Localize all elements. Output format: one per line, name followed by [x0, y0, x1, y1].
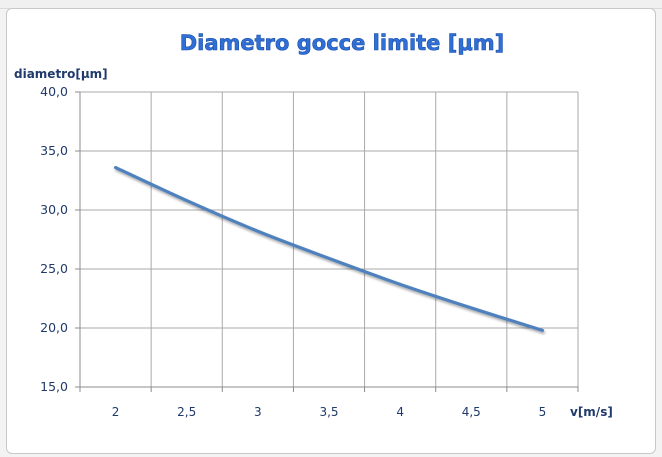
y-tick-label: 20,0 — [40, 320, 68, 335]
x-tick-label: 5 — [539, 405, 547, 419]
gridlines — [80, 91, 579, 387]
x-axis-title: v[m/s] — [570, 405, 613, 419]
series-line — [113, 165, 545, 332]
x-tick-label: 4 — [396, 405, 404, 419]
y-tick-label: 30,0 — [40, 202, 68, 217]
y-tick-label: 25,0 — [40, 261, 68, 276]
series-group — [113, 165, 545, 332]
x-tick-labels: 2 2,5 3 3,5 4 4,5 5 — [112, 405, 546, 419]
y-tick-labels: 15,0 20,0 25,0 30,0 35,0 40,0 — [40, 84, 68, 394]
x-tick-label: 4,5 — [462, 405, 481, 419]
y-tick-label: 40,0 — [40, 84, 68, 99]
x-tick-label: 3 — [254, 405, 262, 419]
x-tick-label: 2 — [112, 405, 120, 419]
x-tick-label: 2,5 — [177, 405, 196, 419]
x-tick-label: 3,5 — [319, 405, 338, 419]
chart-title: Diametro gocce limite [μm] — [180, 31, 505, 55]
y-axis-title: diametro[μm] — [14, 67, 108, 81]
axes — [75, 91, 579, 392]
y-tick-label: 35,0 — [40, 143, 68, 158]
chart-area[interactable] — [6, 8, 656, 454]
y-tick-label: 15,0 — [40, 379, 68, 394]
